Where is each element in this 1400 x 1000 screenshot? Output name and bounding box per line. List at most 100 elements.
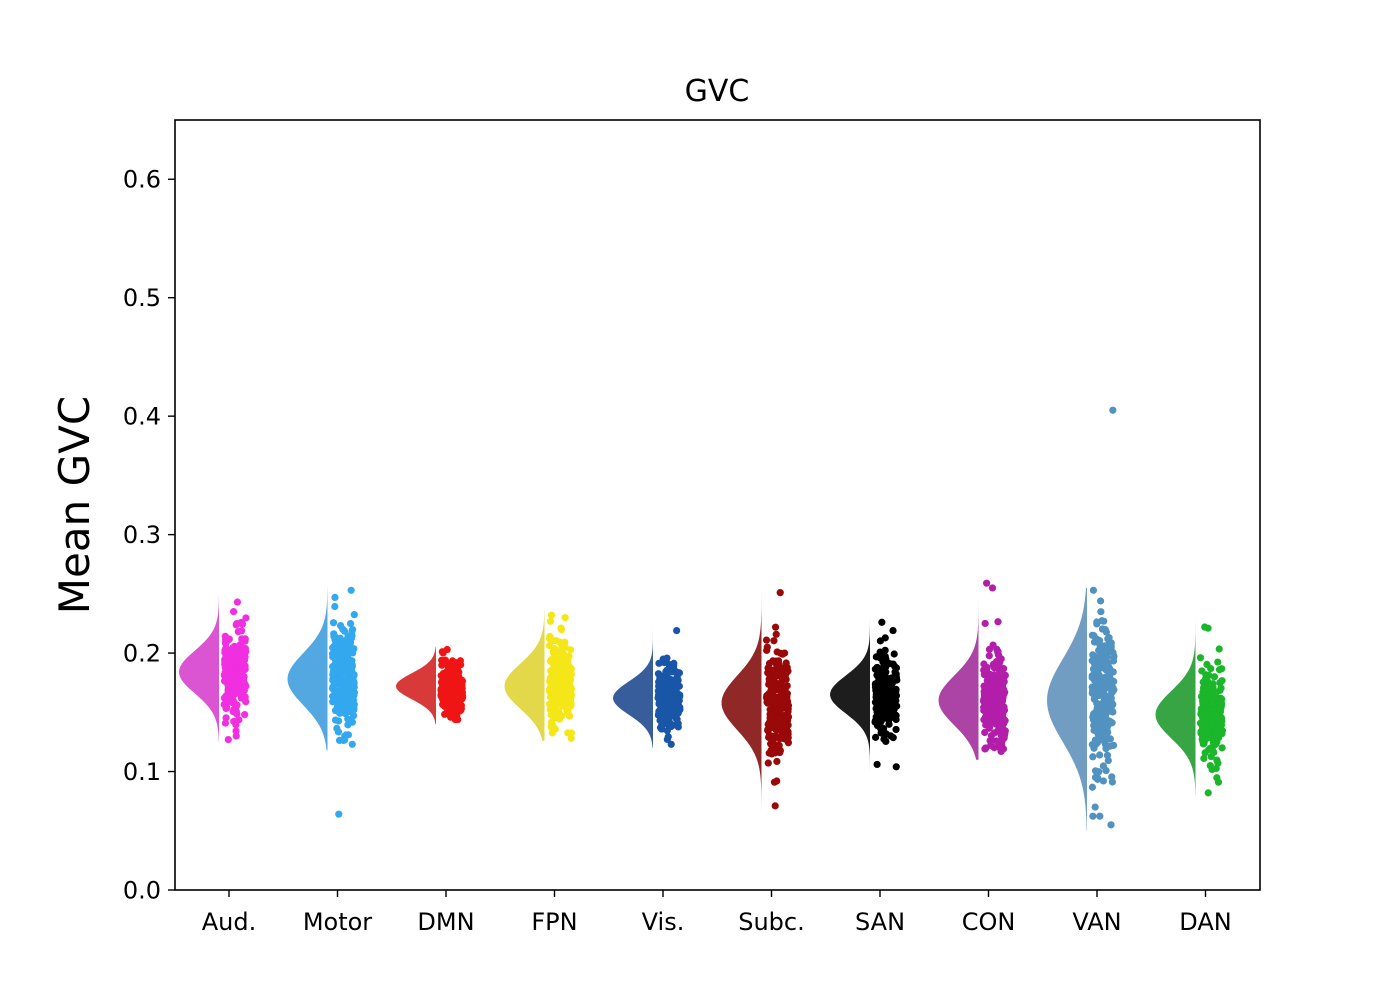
data-point: [340, 627, 349, 635]
data-point: [341, 691, 350, 700]
data-point: [559, 697, 568, 705]
data-point: [562, 660, 570, 668]
data-point: [334, 661, 342, 669]
data-point: [241, 693, 249, 701]
data-point: [441, 671, 449, 679]
data-point: [546, 657, 555, 665]
data-point: [560, 676, 569, 685]
data-point: [783, 663, 791, 672]
data-point: [1205, 671, 1213, 680]
data-point: [561, 638, 569, 646]
data-point: [1096, 812, 1104, 820]
data-point: [764, 759, 772, 767]
data-point: [546, 693, 555, 701]
data-point: [232, 621, 240, 629]
data-point: [349, 649, 357, 657]
outlier-point: [673, 626, 681, 635]
data-point: [234, 677, 242, 685]
data-point: [885, 720, 893, 728]
data-point: [889, 734, 897, 742]
data-point: [1208, 721, 1216, 729]
data-point: [991, 729, 999, 737]
data-point: [454, 689, 462, 697]
data-point: [1207, 704, 1215, 713]
data-point: [1198, 667, 1206, 675]
points-layer: [220, 406, 1227, 829]
x-tick-label: VAN: [1072, 908, 1121, 936]
data-point: [768, 714, 776, 722]
data-point: [349, 712, 358, 720]
data-point: [673, 704, 681, 713]
data-point: [552, 647, 560, 655]
data-point: [1208, 735, 1217, 743]
data-point: [552, 665, 560, 673]
y-tick-label: 0.4: [123, 403, 161, 431]
data-point: [881, 634, 889, 642]
data-point: [772, 670, 780, 678]
data-point: [222, 714, 230, 722]
data-point: [670, 695, 678, 703]
data-point: [349, 687, 357, 695]
data-point: [1098, 625, 1107, 633]
data-point: [1203, 677, 1211, 685]
data-point: [985, 652, 993, 660]
data-point: [658, 725, 666, 733]
violin-subc: [721, 587, 762, 815]
data-point: [1089, 753, 1097, 761]
data-point: [1214, 658, 1222, 666]
data-point: [241, 635, 249, 643]
data-point: [762, 636, 771, 644]
data-point: [225, 692, 234, 700]
data-point: [1089, 689, 1097, 697]
data-point: [1101, 740, 1110, 748]
data-point: [773, 757, 781, 766]
data-point: [458, 682, 466, 690]
outlier-point: [878, 618, 886, 626]
data-point: [874, 664, 882, 672]
data-point: [553, 696, 562, 704]
x-tick-label: Aud.: [202, 908, 257, 936]
data-point: [763, 643, 771, 651]
data-point: [567, 670, 575, 679]
outlier-point: [443, 645, 451, 654]
violin-motor: [287, 586, 328, 751]
violin-san: [830, 615, 870, 776]
outlier-point: [1109, 406, 1117, 414]
data-point: [1208, 765, 1216, 774]
y-tick-label: 0.1: [123, 758, 161, 786]
data-point: [1106, 735, 1114, 743]
data-point: [999, 674, 1008, 682]
data-point: [772, 741, 780, 749]
data-point: [452, 697, 460, 706]
outlier-point: [348, 740, 356, 748]
data-point: [331, 686, 339, 694]
data-point: [1105, 647, 1113, 656]
data-point: [547, 711, 555, 719]
data-point: [331, 667, 339, 675]
data-point: [235, 651, 243, 659]
data-point: [341, 709, 349, 718]
violin-dan: [1155, 617, 1196, 796]
data-point: [771, 700, 780, 709]
violin-vis: [613, 627, 653, 748]
x-tick-label: Subc.: [738, 908, 805, 936]
outlier-point: [347, 586, 355, 594]
data-point: [329, 644, 338, 652]
data-point: [545, 641, 554, 650]
data-point: [663, 735, 671, 744]
data-point: [558, 692, 566, 700]
data-point: [341, 651, 349, 659]
data-point: [891, 662, 899, 670]
outlier-point: [771, 802, 779, 810]
data-point: [1211, 715, 1220, 723]
data-point: [1100, 719, 1108, 727]
data-point: [1088, 783, 1097, 791]
data-point: [784, 702, 793, 710]
data-point: [1209, 696, 1218, 704]
data-point: [1097, 675, 1105, 683]
data-point: [225, 660, 233, 668]
x-axis: Aud. Motor DMN FPN Vis. Subc. SAN CON VAN DAN: [202, 890, 1232, 936]
data-point: [458, 676, 466, 684]
data-point: [1102, 766, 1110, 775]
data-point: [1218, 744, 1226, 752]
